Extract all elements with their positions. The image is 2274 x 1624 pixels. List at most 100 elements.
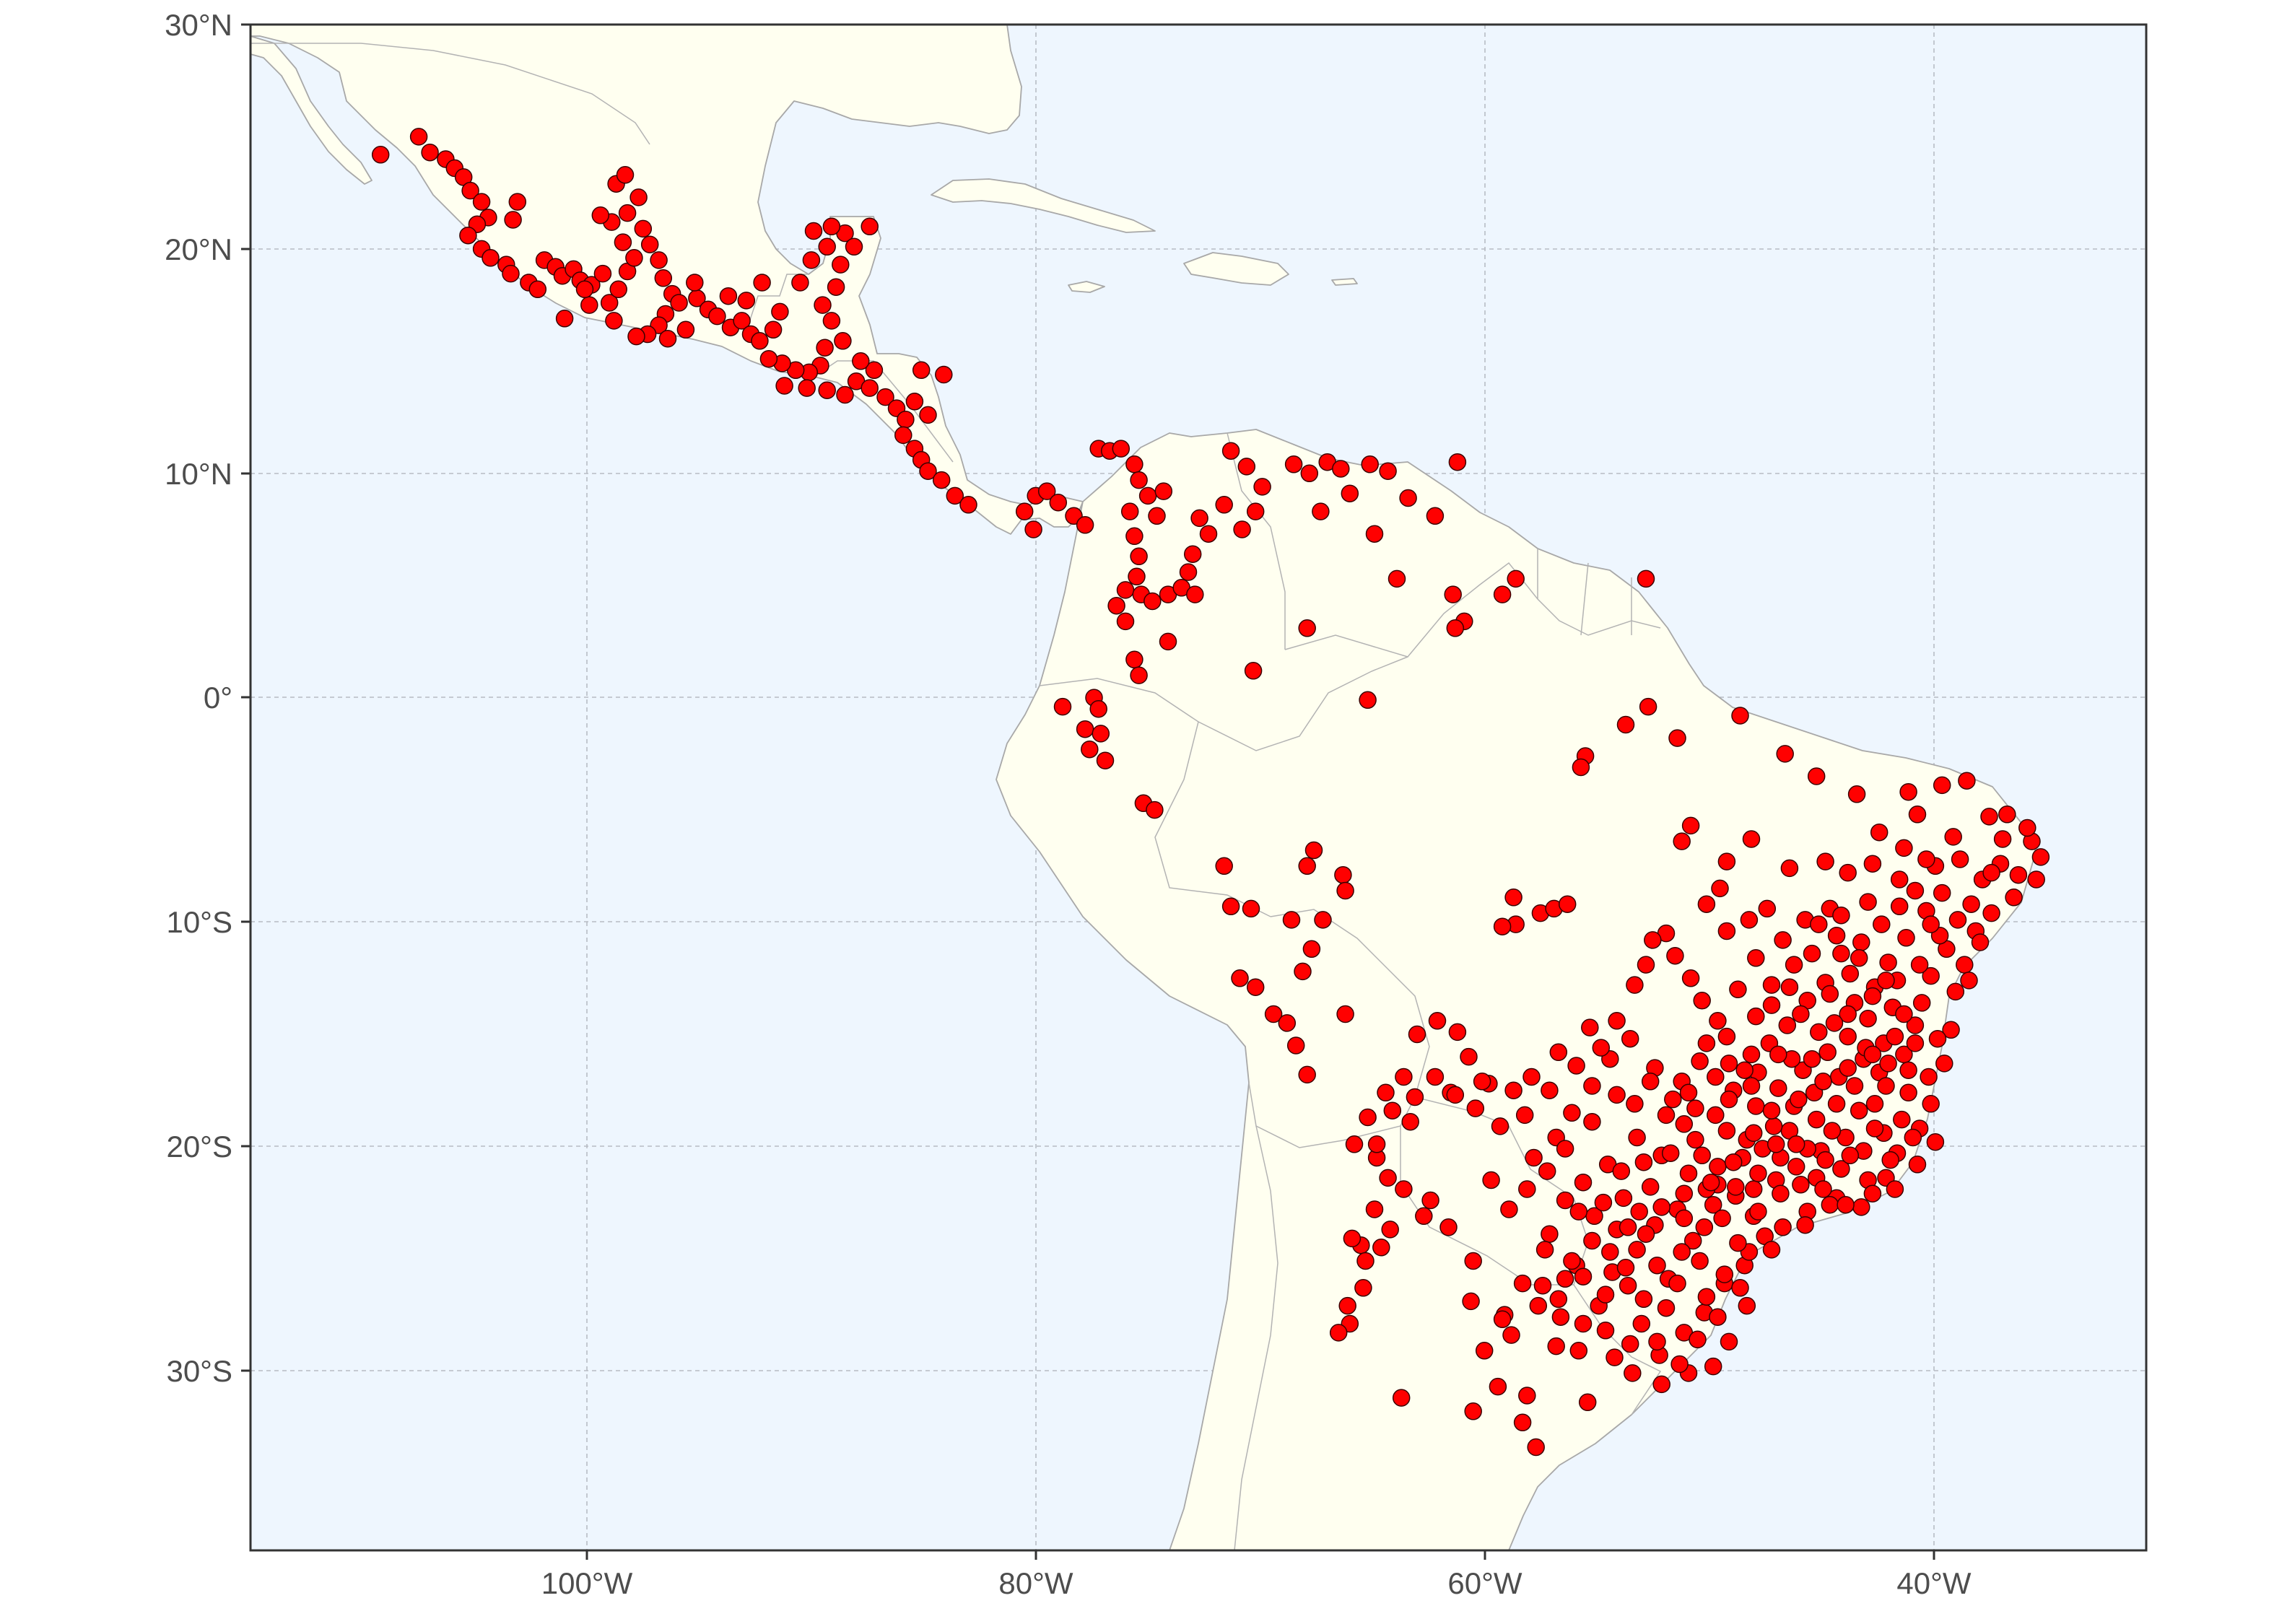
occurrence-point — [1569, 1202, 1588, 1221]
occurrence-point — [1865, 1119, 1884, 1138]
occurrence-point — [894, 426, 912, 445]
border-colombia-ecuador-peru — [1039, 656, 1408, 751]
occurrence-point — [1720, 1055, 1738, 1073]
x-tick-label-60w: 60°W — [1447, 1566, 1522, 1600]
occurrence-point — [1367, 1135, 1386, 1153]
occurrence-point — [865, 361, 884, 380]
occurrence-points — [371, 128, 2050, 1457]
occurrence-point — [775, 377, 793, 395]
occurrence-point — [1076, 720, 1094, 738]
occurrence-point — [1547, 1337, 1565, 1355]
occurrence-point — [528, 280, 547, 299]
occurrence-point — [1825, 1014, 1844, 1032]
occurrence-point — [670, 294, 688, 312]
occurrence-point — [1776, 745, 1794, 763]
occurrence-point — [1917, 850, 1935, 868]
occurrence-point — [1294, 962, 1312, 981]
occurrence-point — [1675, 1209, 1694, 1228]
occurrence-point — [1704, 1357, 1722, 1376]
occurrence-point — [1491, 1117, 1510, 1135]
occurrence-point — [600, 294, 619, 312]
occurrence-point — [1982, 863, 2000, 882]
occurrence-point — [605, 312, 623, 330]
occurrence-point — [1912, 994, 1931, 1012]
occurrence-point — [1837, 1195, 1855, 1214]
y-tick-label-30s: 30°S — [166, 1354, 232, 1388]
occurrence-point — [1673, 832, 1691, 850]
occurrence-point — [1841, 1146, 1860, 1165]
occurrence-point — [1792, 1005, 1810, 1023]
occurrence-point — [1361, 455, 1379, 473]
occurrence-point — [1850, 1101, 1868, 1119]
occurrence-point — [1462, 1292, 1480, 1311]
occurrence-point — [1460, 1047, 1478, 1066]
occurrence-point — [1675, 1184, 1694, 1202]
occurrence-point — [1567, 1057, 1585, 1075]
occurrence-point — [1096, 751, 1115, 769]
occurrence-point — [1504, 1081, 1522, 1099]
occurrence-point — [1628, 1128, 1646, 1147]
occurrence-point — [1621, 1335, 1639, 1353]
occurrence-point — [802, 251, 821, 269]
occurrence-point — [1372, 1239, 1390, 1257]
occurrence-point — [1502, 1326, 1520, 1344]
occurrence-point — [1724, 1153, 1743, 1171]
occurrence-point — [919, 462, 937, 480]
occurrence-point — [575, 280, 594, 299]
occurrence-point — [897, 410, 915, 429]
border-uruguay — [1573, 1284, 1662, 1415]
occurrence-point — [1821, 985, 1839, 1003]
occurrence-point — [1112, 440, 1131, 458]
occurrence-point — [593, 264, 612, 283]
occurrence-point — [1865, 1095, 1884, 1113]
occurrence-point — [1298, 857, 1316, 876]
occurrence-point — [1691, 1252, 1709, 1270]
occurrence-point — [1125, 650, 1143, 669]
occurrence-point — [1146, 800, 1164, 819]
occurrence-point — [1426, 507, 1445, 525]
occurrence-point — [1116, 612, 1135, 631]
occurrence-point — [1612, 1162, 1631, 1180]
occurrence-point — [686, 274, 704, 292]
occurrence-point — [932, 471, 951, 489]
occurrence-point — [1630, 1202, 1648, 1221]
occurrence-point — [1960, 972, 1978, 990]
occurrence-point — [1998, 806, 2016, 824]
occurrence-point — [1614, 1189, 1633, 1208]
occurrence-point — [1641, 1178, 1660, 1196]
occurrence-point — [1304, 841, 1323, 860]
occurrence-point — [1522, 1068, 1541, 1086]
occurrence-point — [1314, 911, 1332, 929]
occurrence-point — [1426, 1068, 1445, 1086]
occurrence-point — [1549, 1043, 1568, 1062]
occurrence-point — [1284, 455, 1303, 473]
occurrence-point — [1621, 1029, 1639, 1048]
occurrence-point — [1729, 1234, 1747, 1252]
occurrence-point — [1810, 1023, 1828, 1042]
occurrence-point — [876, 388, 894, 406]
occurrence-point — [1717, 1027, 1736, 1046]
occurrence-point — [1711, 879, 1729, 898]
occurrence-point — [1120, 502, 1139, 520]
occurrence-point — [1619, 1276, 1637, 1295]
occurrence-point — [1668, 729, 1686, 747]
occurrence-point — [1904, 1128, 1922, 1147]
occurrence-point — [1657, 1298, 1676, 1317]
occurrence-point — [1302, 940, 1321, 959]
occurrence-point — [818, 381, 836, 399]
occurrence-point — [1619, 1218, 1637, 1236]
occurrence-point — [616, 166, 635, 184]
occurrence-point — [1541, 1225, 1559, 1243]
occurrence-point — [1081, 740, 1099, 759]
occurrence-point — [2018, 818, 2036, 837]
occurrence-point — [409, 128, 428, 146]
occurrence-point — [658, 329, 677, 348]
occurrence-point — [1877, 1077, 1895, 1095]
occurrence-point — [1518, 1387, 1536, 1405]
occurrence-point — [1738, 1296, 1756, 1315]
occurrence-point — [1863, 1045, 1882, 1064]
occurrence-point — [1493, 1310, 1512, 1329]
occurrence-point — [1634, 1290, 1653, 1309]
occurrence-point — [1024, 520, 1042, 538]
occurrence-point — [1670, 1355, 1689, 1374]
